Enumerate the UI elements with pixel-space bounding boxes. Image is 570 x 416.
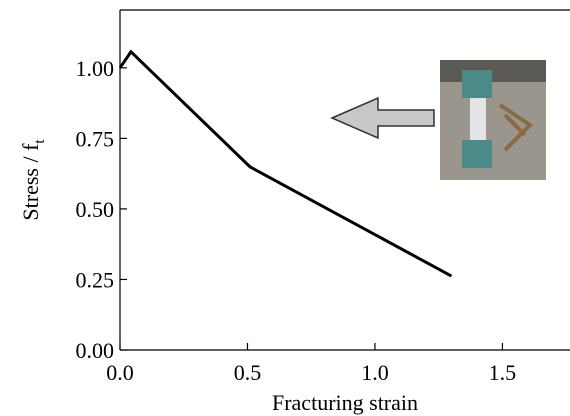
y-axis-label: Stress / ft: [18, 139, 48, 221]
y-label-main: Stress / f: [18, 143, 43, 221]
y-tick-label: 0.25: [76, 267, 115, 292]
x-axis-label: Fracturing strain: [272, 390, 418, 415]
y-tick-label: 0.75: [76, 126, 115, 151]
y-label-sub: t: [32, 139, 48, 144]
photo-specimen: [470, 98, 486, 143]
x-tick-label: 0.0: [106, 360, 134, 385]
photo-grip-top: [462, 70, 492, 98]
x-tick-label: 1.5: [489, 360, 517, 385]
photo-grip-bottom: [462, 140, 492, 168]
y-tick-label: 0.00: [76, 338, 115, 363]
x-tick-label: 0.5: [234, 360, 262, 385]
y-tick-label: 0.50: [76, 197, 115, 222]
arrow: [330, 96, 435, 140]
data-line: [118, 49, 453, 278]
photo-frame: [498, 103, 534, 152]
photo-top: [440, 60, 546, 82]
x-tick-label: 1.0: [361, 360, 389, 385]
inset-photo: [440, 60, 546, 180]
y-tick-label: 1.00: [76, 56, 115, 81]
